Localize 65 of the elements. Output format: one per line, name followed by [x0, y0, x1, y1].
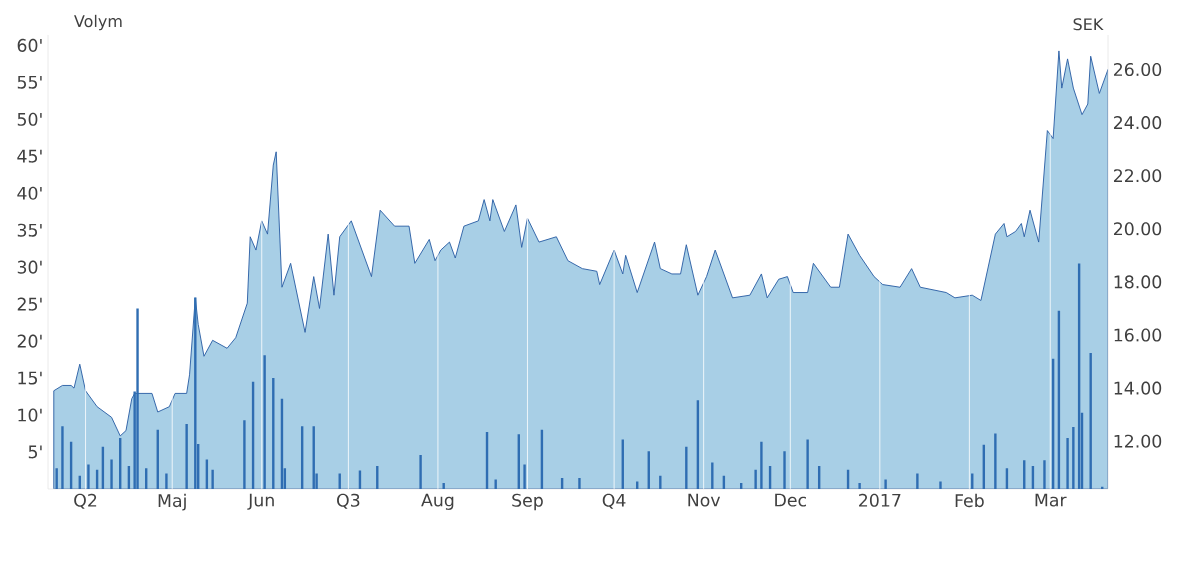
- y-tick-label: 60': [17, 38, 42, 52]
- bar: [939, 481, 942, 489]
- y-tick-label: 25': [17, 297, 42, 311]
- bar: [685, 446, 688, 489]
- bar: [916, 473, 919, 489]
- bar: [659, 475, 662, 489]
- bar: [783, 451, 786, 489]
- y2-tick-label: 20.00: [1113, 222, 1162, 236]
- bar: [185, 423, 188, 489]
- bar: [136, 308, 139, 489]
- bar: [711, 462, 714, 489]
- y2-tick-label: 26.00: [1113, 62, 1162, 77]
- bar: [578, 477, 581, 489]
- bar: [243, 420, 246, 489]
- bar: [165, 473, 168, 489]
- x-tick-label: Sep: [512, 493, 543, 511]
- bar: [263, 355, 266, 489]
- bar: [760, 441, 763, 489]
- y2-tick-label: 18.00: [1114, 275, 1162, 289]
- x-tick-label: 2017: [859, 493, 901, 507]
- bar: [806, 439, 809, 489]
- y2-tick-label: 14.00: [1114, 381, 1162, 395]
- x-tick-label: Aug: [421, 493, 454, 510]
- bar: [1066, 437, 1069, 489]
- y2-tick-label: 12.00: [1114, 434, 1162, 448]
- bar: [754, 469, 757, 489]
- bar: [994, 433, 997, 489]
- bar: [523, 464, 526, 489]
- y-tick-label: 5': [28, 445, 42, 459]
- x-tick-label: Q3: [337, 493, 360, 509]
- y2-tick-label: 16.00: [1114, 328, 1162, 342]
- bar: [55, 468, 58, 489]
- x-tick-label: Q4: [602, 493, 626, 509]
- bar: [1072, 426, 1075, 489]
- bar: [494, 479, 497, 489]
- bar: [419, 454, 422, 489]
- y-tick-label: 30': [17, 260, 42, 274]
- x-tick-label: Feb: [955, 493, 984, 508]
- y2-tick-label: 24.00: [1113, 116, 1162, 130]
- y2-tick-label: 22.00: [1113, 169, 1162, 183]
- bar: [110, 459, 113, 489]
- y-tick-label: 35': [17, 223, 42, 237]
- y-tick-label: 15': [18, 371, 42, 385]
- y-tick-label: 20': [17, 334, 42, 348]
- bar: [194, 297, 197, 489]
- bar: [211, 469, 214, 489]
- y2-axis-title: SEK: [1073, 18, 1104, 31]
- y-axis-title: Volym: [74, 14, 122, 31]
- x-tick-label: Maj: [158, 493, 186, 511]
- bar: [858, 483, 861, 489]
- bar: [87, 464, 90, 489]
- y-tick-label: 45': [17, 149, 42, 163]
- bar: [1043, 460, 1046, 489]
- x-tick-label: Mar: [1035, 493, 1067, 507]
- y-tick-label: 50': [17, 112, 42, 126]
- x-tick-label: Q2: [74, 493, 97, 509]
- x-tick-label: Jun: [247, 493, 274, 510]
- bar: [61, 426, 64, 489]
- bar: [884, 479, 887, 489]
- y-tick-label: 10': [18, 408, 42, 422]
- x-tick-label: Dec: [775, 493, 806, 507]
- bar: [1089, 352, 1092, 489]
- x-tick-label: Nov: [688, 493, 721, 507]
- y-tick-label: 40': [17, 186, 42, 200]
- y-tick-label: 55': [17, 75, 42, 89]
